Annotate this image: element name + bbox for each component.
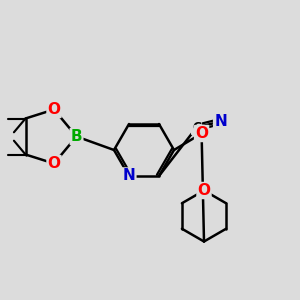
Text: O: O — [197, 183, 211, 198]
Text: O: O — [47, 156, 61, 171]
Text: N: N — [123, 169, 135, 184]
Text: O: O — [47, 102, 61, 117]
Text: C: C — [192, 121, 201, 134]
Text: N: N — [214, 114, 227, 129]
Text: B: B — [71, 129, 82, 144]
Text: O: O — [195, 126, 208, 141]
